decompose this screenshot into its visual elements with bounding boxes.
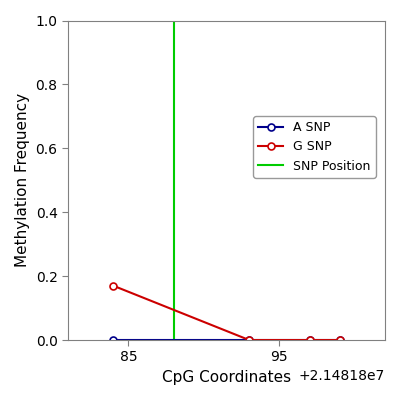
G SNP: [307, 338, 312, 342]
G SNP: [247, 338, 252, 342]
Y-axis label: Methylation Frequency: Methylation Frequency: [15, 93, 30, 267]
Legend: A SNP, G SNP, SNP Position: A SNP, G SNP, SNP Position: [253, 116, 376, 178]
A SNP: [111, 338, 116, 342]
A SNP: [307, 338, 312, 342]
Line: A SNP: A SNP: [110, 336, 343, 344]
X-axis label: CpG Coordinates: CpG Coordinates: [162, 370, 291, 385]
G SNP: [111, 283, 116, 288]
G SNP: [337, 338, 342, 342]
Line: G SNP: G SNP: [110, 282, 343, 344]
A SNP: [337, 338, 342, 342]
A SNP: [247, 338, 252, 342]
